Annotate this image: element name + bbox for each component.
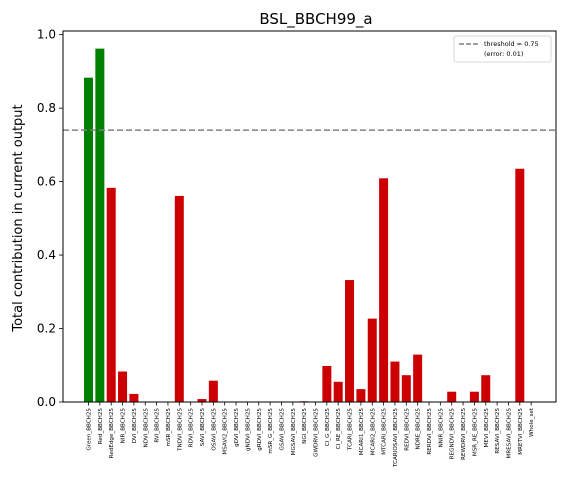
x-tick-label: MGSAVI_BBCH25	[291, 408, 297, 456]
x-tick-label: RERDVI_BBCH25	[427, 408, 433, 455]
x-tick-label: NGI_BBCH25	[302, 408, 308, 444]
x-tick-label: gRDVI_BBCH25	[257, 408, 263, 451]
x-tick-label: MSR_RE_BBCH25	[472, 408, 478, 457]
bar-savi-bbch25	[197, 399, 207, 402]
x-tick-label: MSAVI2_BBCH25	[223, 408, 229, 455]
bar-ci-re-bbch25	[333, 381, 343, 402]
bar-regndvi-bbch25	[447, 391, 457, 402]
x-tick-label: RESAVI_BBCH25	[495, 408, 501, 454]
x-tick-label: NNIR_BBCH25	[438, 408, 444, 448]
x-tick-label: CI_G_BBCH25	[325, 408, 331, 447]
x-tick-label: GWDRVI_BBCH25	[314, 408, 320, 457]
y-tick-label: 1.0	[37, 28, 56, 42]
y-axis: 0.0 0.2 0.4 0.6 0.8 1.0	[37, 28, 63, 409]
bar-red-bbch25	[95, 48, 105, 402]
bar-mtcari-bbch25	[379, 178, 389, 402]
x-tick-label: MEVI_BBCH25	[484, 408, 490, 448]
y-tick-label: 0.2	[37, 322, 56, 336]
bar-redvi-bbch25	[401, 375, 411, 402]
legend-error-label: (error: 0.01)	[484, 50, 523, 58]
x-tick-label: OSAVI_BBCH25	[211, 408, 217, 451]
x-tick-label: NIR_BBCH25	[121, 408, 127, 444]
x-tick-label: MRETVI_BBCH25	[518, 408, 524, 455]
x-tick-label: DVI_BBCH25	[132, 408, 138, 444]
bar-tcari-bbch25	[345, 280, 355, 402]
x-tick-label: TNDVI_BBCH25	[177, 408, 183, 452]
y-tick-label: 0.6	[37, 175, 56, 189]
x-tick-label: MCARI1_BBCH25	[359, 408, 365, 456]
x-tick-label: Whole_set	[529, 407, 535, 437]
bar-nir-bbch25	[118, 371, 128, 402]
bar-osavi-bbch25	[208, 380, 218, 402]
bar-green-bbch25	[84, 77, 93, 403]
bar-mevi-bbch25	[481, 375, 491, 402]
x-tick-label: mSR_BBCH25	[166, 408, 172, 447]
bar-dvi-bbch25	[129, 393, 139, 402]
x-tick-label: gNDVI_BBCH25	[245, 408, 251, 451]
bar-mcari1-bbch25	[356, 389, 366, 402]
x-tick-label: REWDRVI_BBCH25	[461, 408, 467, 460]
x-tick-label: NDRE_BBCH25	[416, 408, 422, 450]
bar-mretvi-bbch25	[515, 168, 525, 402]
x-tick-label: MTCARI_BBCH25	[382, 408, 388, 455]
legend: threshold = 0.75 (error: 0.01)	[453, 35, 552, 63]
bar-ci-g-bbch25	[322, 366, 332, 402]
chart-title: BSL_BBCH99_a	[259, 10, 372, 29]
x-tick-label: MRESAVI_BBCH25	[506, 408, 512, 459]
x-tick-label: mSR_G_BBCH25	[268, 408, 274, 454]
y-tick-label: 0.4	[37, 248, 56, 262]
x-tick-label: RedEdge_BBCH25	[109, 408, 115, 459]
x-tick-label: TCARIOSAVI_BBCH25	[393, 408, 399, 468]
x-tick-label: REGNDVI_BBCH25	[450, 408, 456, 460]
x-tick-label: REDVI_BBCH25	[404, 408, 410, 451]
y-tick-label: 0.8	[37, 101, 56, 115]
x-tick-label: Red_BBCH25	[98, 408, 104, 445]
axes-frame	[62, 30, 557, 403]
x-tick-label: Green_BBCH25	[87, 408, 93, 451]
bar-rededge-bbch25	[106, 187, 116, 402]
bar-tcariosavi-bbch25	[390, 361, 400, 402]
x-tick-label: MCARI2_BBCH25	[370, 408, 376, 456]
legend-threshold-label: threshold = 0.75	[484, 40, 539, 48]
x-tick-label: gDVI_BBCH25	[234, 408, 240, 447]
bars-group	[84, 48, 525, 403]
x-tick-label: RDVI_BBCH25	[189, 408, 195, 448]
x-tick-label: NDVI_BBCH25	[143, 408, 149, 448]
bar-mcari2-bbch25	[367, 318, 377, 402]
x-tick-label: TCARI_BBCH25	[348, 408, 354, 451]
y-axis-label: Total contribution in current output	[11, 104, 26, 332]
x-axis: Green_BBCH25 Red_BBCH25 RedEdge_BBCH25 NIR_…	[87, 402, 535, 468]
x-tick-label: GSAVI_BBCH25	[279, 408, 285, 451]
x-tick-label: SAVI_BBCH25	[200, 408, 206, 447]
legend-box	[453, 35, 552, 63]
x-tick-label: RVI_BBCH25	[155, 408, 161, 443]
bar-msr-re-bbch25	[469, 391, 479, 402]
x-tick-label: CI_RE_BBCH25	[336, 408, 342, 450]
y-tick-label: 0.0	[37, 395, 56, 409]
bar-ndre-bbch25	[413, 354, 423, 402]
bar-tndvi-bbch25	[174, 195, 184, 402]
